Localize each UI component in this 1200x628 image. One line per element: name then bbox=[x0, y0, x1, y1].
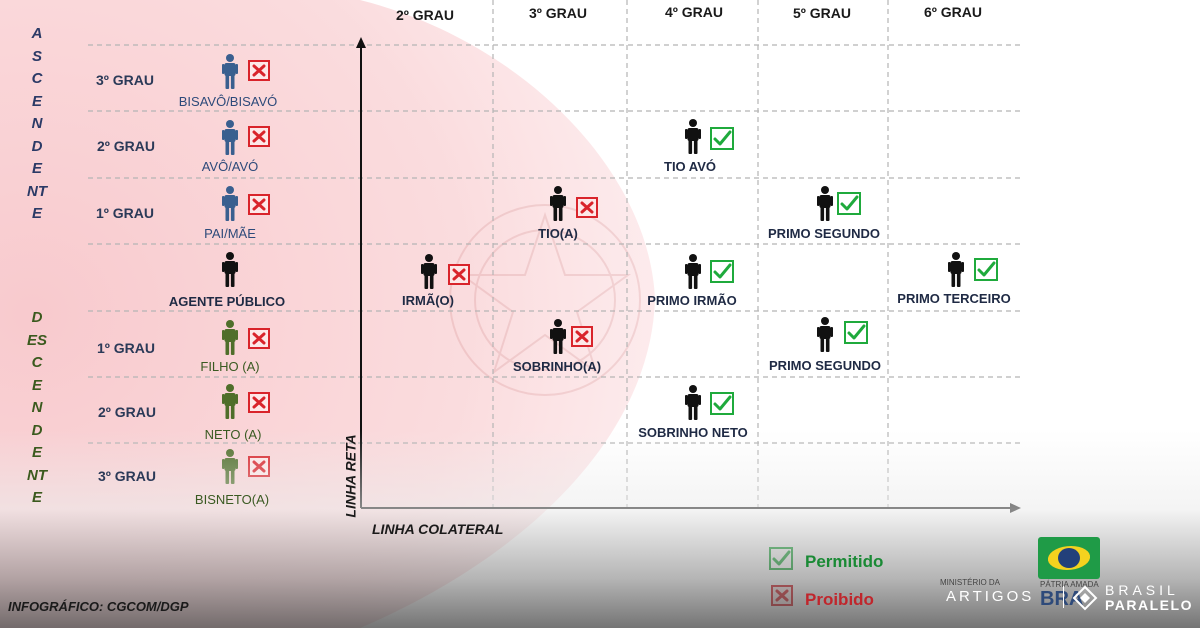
column-header-4: 4º GRAU bbox=[664, 4, 724, 20]
person-icon bbox=[685, 254, 701, 289]
legend-x-icon bbox=[770, 584, 794, 607]
column-header-5: 5º GRAU bbox=[792, 5, 852, 21]
label-tio: TIO(A) bbox=[538, 226, 578, 241]
label-primo-terceiro: PRIMO TERCEIRO bbox=[897, 291, 1011, 306]
person-icon bbox=[685, 119, 701, 154]
label-pai: PAI/MÃE bbox=[204, 226, 256, 241]
ministry-text: MINISTÉRIO DA bbox=[940, 578, 1001, 587]
column-header-6: 6º GRAU bbox=[923, 4, 983, 20]
label-primo-segundo-top: PRIMO SEGUNDO bbox=[768, 226, 880, 241]
row-grade-desc3: 3º GRAU bbox=[98, 468, 157, 484]
brasil-gov-text: BRA bbox=[1040, 588, 1084, 610]
axis-label-linha-reta: LINHA RETA bbox=[342, 434, 359, 518]
person-icon bbox=[817, 317, 833, 352]
prohibited-region bbox=[0, 0, 655, 628]
brand-bottom: PARALELO bbox=[1105, 597, 1193, 613]
brasil-paralelo-logo-icon bbox=[1072, 585, 1098, 611]
check-icon bbox=[709, 126, 735, 151]
row-grade-asc3: 3º GRAU bbox=[96, 72, 155, 88]
person-icon bbox=[817, 186, 833, 221]
emblem-watermark bbox=[449, 204, 641, 396]
x-icon bbox=[575, 196, 599, 219]
person-icon bbox=[685, 385, 701, 420]
artigos-label: ARTIGOS bbox=[946, 588, 1035, 605]
person-icon bbox=[948, 252, 964, 287]
label-tio-avo: TIO AVÓ bbox=[664, 159, 716, 174]
label-bisneto: BISNETO(A) bbox=[194, 492, 270, 507]
column-header-3: 3º GRAU bbox=[528, 5, 588, 21]
axis-label-linha-colateral: LINHA COLATERAL bbox=[372, 521, 504, 537]
label-agente-publico: AGENTE PÚBLICO bbox=[168, 294, 286, 309]
infographic-credit: INFOGRÁFICO: CGCOM/DGP bbox=[8, 599, 189, 614]
check-icon bbox=[709, 391, 735, 416]
row-grade-asc1: 1º GRAU bbox=[96, 205, 155, 221]
x-icon bbox=[247, 59, 271, 82]
check-icon bbox=[836, 191, 862, 216]
label-avo: AVÔ/AVÓ bbox=[201, 159, 259, 174]
x-icon bbox=[247, 125, 271, 148]
check-icon bbox=[843, 320, 869, 345]
descendente-label: DESCENDENTE bbox=[27, 309, 48, 506]
x-icon bbox=[247, 391, 271, 414]
label-primo-segundo-bottom: PRIMO SEGUNDO bbox=[769, 358, 881, 373]
brand-top: BRASIL bbox=[1105, 582, 1179, 598]
legend-check-icon bbox=[768, 546, 794, 571]
legend-permitido: Permitido bbox=[805, 552, 884, 571]
x-icon bbox=[570, 325, 594, 348]
x-icon bbox=[247, 327, 271, 350]
row-grade-desc2: 2º GRAU bbox=[98, 404, 157, 420]
footer-divider bbox=[1063, 586, 1064, 608]
check-icon bbox=[709, 259, 735, 284]
label-sobrinho-neto: SOBRINHO NETO bbox=[638, 425, 748, 440]
legend-proibido: Proibido bbox=[805, 590, 874, 609]
label-sobrinho: SOBRINHO(A) bbox=[512, 359, 602, 374]
column-header-2: 2º GRAU bbox=[395, 7, 455, 23]
x-icon bbox=[447, 263, 471, 286]
patria-text: PÁTRIA AMADA bbox=[1040, 580, 1099, 589]
ascendente-label: ASCENDENTE bbox=[27, 25, 47, 222]
label-neto: NETO (A) bbox=[204, 427, 262, 442]
label-irmao: IRMÃ(O) bbox=[402, 293, 454, 308]
x-icon bbox=[247, 455, 271, 478]
label-filho: FILHO (A) bbox=[200, 359, 260, 374]
label-primo-irmao: PRIMO IRMÃO bbox=[647, 293, 737, 308]
row-grade-asc2: 2º GRAU bbox=[97, 138, 156, 154]
row-grade-desc1: 1º GRAU bbox=[97, 340, 156, 356]
label-bisavo: BISAVÔ/BISAVÓ bbox=[178, 94, 278, 109]
ministry-flag-logo bbox=[1038, 537, 1100, 579]
check-icon bbox=[973, 257, 999, 282]
x-icon bbox=[247, 193, 271, 216]
